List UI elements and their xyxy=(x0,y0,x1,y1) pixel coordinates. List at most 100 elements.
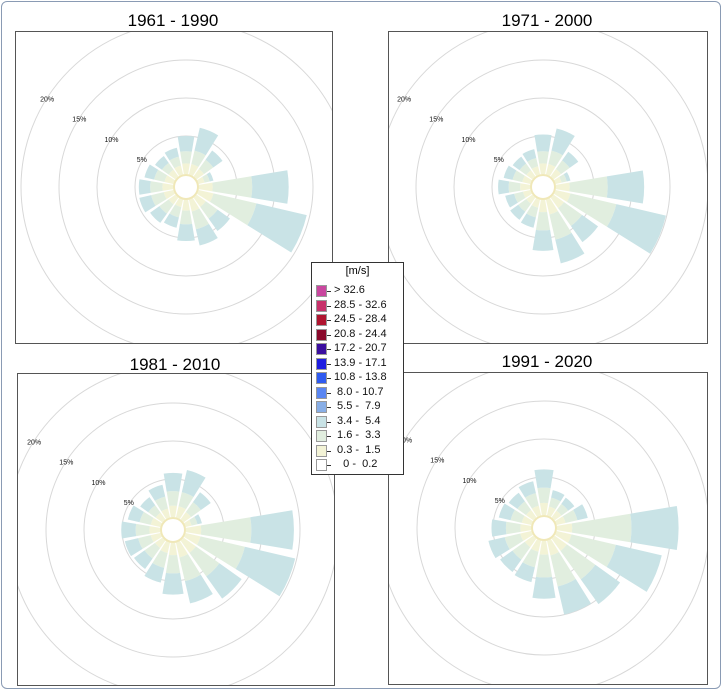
sector-band xyxy=(488,537,510,559)
sector-band xyxy=(198,159,214,175)
sector-bar xyxy=(510,194,536,220)
sector-bar xyxy=(138,179,174,195)
sector-band xyxy=(182,163,190,175)
sector-band xyxy=(180,151,192,164)
legend-swatch xyxy=(316,401,327,413)
sector-band xyxy=(155,156,169,170)
legend-label: > 32.6 xyxy=(334,284,365,296)
sector-bar xyxy=(534,469,554,516)
wind-rose-svg: 20% 15% 10% 5% xyxy=(389,32,707,343)
sector-band xyxy=(522,548,539,568)
sector-bar xyxy=(127,505,162,528)
sector-band xyxy=(179,553,201,582)
sector-bar xyxy=(555,170,645,204)
legend-swatch xyxy=(316,372,327,384)
speed-legend: [m/s] > 32.6 28.5 - 32.6 24.5 - 28.4 20.8 -… xyxy=(311,262,404,475)
sector-band xyxy=(150,517,162,528)
sector-band xyxy=(567,534,616,567)
sector-band xyxy=(195,223,218,246)
sector-band xyxy=(498,503,515,521)
sector-band xyxy=(150,532,162,543)
sector-band xyxy=(208,209,230,231)
legend-swatch xyxy=(316,328,327,341)
sector-band xyxy=(545,198,558,215)
ring-label: 20% xyxy=(398,438,412,445)
wind-rose-plot: 20% 15% 10% 5% xyxy=(388,372,708,685)
sector-band xyxy=(498,179,510,195)
legend-label: 0.3 - 1.5 xyxy=(334,443,381,456)
sector-band xyxy=(510,509,525,523)
sector-band xyxy=(550,551,576,587)
sector-band xyxy=(168,194,179,205)
sector-band xyxy=(522,175,532,185)
sector-band xyxy=(163,213,179,228)
sector-band xyxy=(520,213,536,228)
sector-band xyxy=(189,516,198,526)
sector-band xyxy=(127,505,144,523)
sector-band xyxy=(138,535,154,549)
legend-title: [m/s] xyxy=(345,265,370,277)
sector-band xyxy=(580,564,621,605)
sector-band xyxy=(531,505,542,517)
sector-band xyxy=(550,194,565,209)
sector-bar xyxy=(148,484,171,519)
sector-band xyxy=(144,542,161,559)
ring-circle xyxy=(45,402,301,658)
sector-band xyxy=(191,150,206,167)
calm-center xyxy=(160,517,186,543)
sector-band xyxy=(194,514,202,525)
legend-tick xyxy=(327,334,331,336)
sector-band xyxy=(562,509,578,523)
legend-label: 8.0 - 10.7 xyxy=(334,385,384,398)
sector-band xyxy=(566,193,617,227)
sector-band xyxy=(200,201,218,219)
sector-bar xyxy=(532,540,556,599)
sector-band xyxy=(152,550,168,568)
legend-label: 13.9 - 17.1 xyxy=(334,356,387,369)
sector-band xyxy=(522,149,537,162)
sector-bar xyxy=(498,179,531,195)
sector-bar xyxy=(177,199,195,242)
sector-band xyxy=(571,513,632,543)
sector-band xyxy=(159,199,174,214)
sector-band xyxy=(191,208,209,230)
ring-label: 15% xyxy=(430,458,444,465)
legend-tick xyxy=(327,378,331,379)
sector-bar xyxy=(184,532,296,597)
wind-rose-plot: 20% 15% 10% 5% xyxy=(388,31,708,344)
sector-band xyxy=(538,199,548,213)
sector-band xyxy=(520,530,533,541)
ring-label: 15% xyxy=(59,460,73,467)
sector-band xyxy=(206,172,214,182)
wind-rose-svg: 20% 15% 10% 5% xyxy=(389,373,707,684)
sector-band xyxy=(555,530,572,543)
legend-tick xyxy=(327,436,331,437)
sector-band xyxy=(180,537,196,553)
sector-bar xyxy=(518,481,542,517)
sector-band xyxy=(570,214,599,243)
ring-label: 5% xyxy=(137,157,147,164)
sector-band xyxy=(150,206,167,223)
sector-band xyxy=(194,127,219,156)
sector-band xyxy=(177,223,195,242)
sector-band xyxy=(532,576,556,599)
sector-band xyxy=(169,156,181,169)
sector-band xyxy=(162,572,184,595)
sector-band xyxy=(251,170,289,204)
sector-band xyxy=(161,508,171,519)
sector-band xyxy=(150,181,163,193)
sector-bar xyxy=(503,165,532,185)
sector-bar xyxy=(550,194,599,243)
sector-band xyxy=(184,519,192,528)
sector-band xyxy=(551,510,562,521)
sector-band xyxy=(554,189,571,202)
sector-band xyxy=(555,160,570,175)
sector-band xyxy=(149,526,161,534)
sector-bar xyxy=(188,198,218,246)
sector-bar xyxy=(534,134,552,175)
sector-band xyxy=(521,515,533,526)
sector-band xyxy=(557,579,592,615)
sector-band xyxy=(531,166,541,176)
sector-bar xyxy=(545,198,585,264)
sector-band xyxy=(531,198,541,208)
